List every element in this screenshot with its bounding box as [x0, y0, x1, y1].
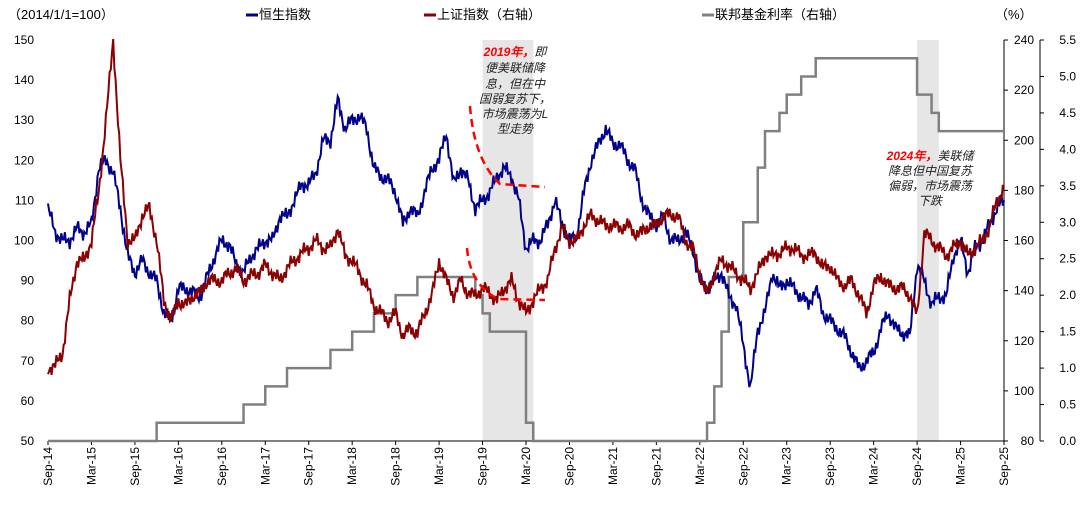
- right2-tick-label: 4.5: [1059, 106, 1076, 120]
- svg-text:降息但中国复苏: 降息但中国复苏: [888, 164, 974, 178]
- right2-tick-label: 3.5: [1059, 179, 1076, 193]
- series-hang-seng: [47, 92, 1005, 388]
- right1-tick-label: 160: [1014, 234, 1034, 248]
- svg-text:偏弱，市场震荡: 偏弱，市场震荡: [888, 179, 974, 193]
- right1-tick-label: 80: [1021, 434, 1035, 448]
- svg-text:息，但在中: 息，但在中: [485, 77, 546, 91]
- right2-tick-label: 2.0: [1059, 288, 1076, 302]
- svg-text:下跌: 下跌: [918, 194, 944, 208]
- x-tick-label: Mar-25: [954, 447, 968, 485]
- right2-tick-label: 1.5: [1059, 325, 1076, 339]
- left-tick-label: 130: [14, 113, 34, 127]
- axis-labels: 150 140 130 120 110 100 90 80 70 60 50 240 220 200 180…: [14, 33, 1076, 486]
- annotation-2019: 2019年，即 便美联储降 息，但在中 国弱复苏下， 市场震荡为L 型走势: [479, 45, 551, 136]
- x-tick-label: Sep-25: [997, 447, 1011, 486]
- x-tick-label: Sep-17: [302, 447, 316, 486]
- right2-tick-label: 1.0: [1059, 361, 1076, 375]
- left-tick-label: 70: [21, 354, 35, 368]
- right2-tick-label: 3.0: [1059, 215, 1076, 229]
- x-tick-label: Sep-15: [128, 447, 142, 486]
- legend-fed: 联邦基金利率（右轴）: [715, 7, 845, 22]
- right2-tick-label: 4.0: [1059, 142, 1076, 156]
- svg-text:市场震荡为L: 市场震荡为L: [482, 107, 549, 121]
- series-lines: [47, 39, 1005, 443]
- right1-tick-label: 200: [1014, 133, 1034, 147]
- annotation-2024: 2024年，美联储 降息但中国复苏 偏弱，市场震荡 下跌: [886, 149, 976, 208]
- left-axis-label: （2014/1/1=100）: [8, 7, 114, 22]
- shaded-period: [917, 40, 939, 441]
- x-tick-label: Mar-18: [345, 447, 359, 485]
- right2-tick-label: 5.5: [1059, 33, 1076, 47]
- svg-text:国弱复苏下，: 国弱复苏下，: [479, 92, 551, 106]
- left-tick-label: 110: [15, 193, 34, 207]
- x-tick-label: Mar-20: [519, 447, 533, 485]
- x-tick-label: Sep-14: [41, 447, 55, 486]
- right1-tick-label: 120: [1014, 334, 1034, 348]
- right-axis-unit: （%）: [995, 7, 1033, 22]
- x-tick-label: Sep-16: [215, 447, 229, 486]
- x-tick-label: Mar-19: [432, 447, 446, 485]
- x-tick-label: Mar-17: [258, 447, 272, 485]
- right1-tick-label: 100: [1014, 384, 1034, 398]
- x-tick-label: Mar-15: [84, 447, 98, 485]
- right1-tick-label: 140: [1014, 284, 1034, 298]
- svg-text:2019年，即: 2019年，即: [483, 45, 549, 59]
- left-tick-label: 90: [21, 274, 35, 288]
- right1-tick-label: 180: [1014, 183, 1034, 197]
- axes: [47, 39, 1044, 445]
- right2-tick-label: 5.0: [1059, 69, 1076, 83]
- x-tick-label: Sep-20: [562, 447, 576, 486]
- left-tick-label: 100: [14, 234, 34, 248]
- x-tick-label: Mar-16: [171, 447, 185, 485]
- x-tick-label: Sep-22: [736, 447, 750, 486]
- left-tick-label: 60: [21, 394, 35, 408]
- lower-l-shape-dash: [465, 247, 546, 302]
- right1-tick-label: 220: [1014, 83, 1034, 97]
- right2-tick-label: 0.5: [1059, 398, 1076, 412]
- x-tick-label: Sep-23: [823, 447, 837, 486]
- legend: （2014/1/1=100） 恒生指数 上证指数（右轴） 联邦基金利率（右轴） …: [8, 7, 1033, 22]
- svg-text:便美联储降: 便美联储降: [485, 61, 546, 75]
- series-shanghai: [47, 39, 1005, 376]
- x-tick-label: Sep-19: [476, 447, 490, 486]
- svg-text:型走势: 型走势: [497, 122, 534, 136]
- left-tick-label: 120: [14, 153, 34, 167]
- left-tick-label: 140: [14, 73, 34, 87]
- series-fed-funds-rate: [48, 56, 1004, 443]
- legend-sse: 上证指数（右轴）: [437, 7, 541, 22]
- left-tick-label: 80: [21, 314, 35, 328]
- right1-tick-label: 240: [1014, 33, 1034, 47]
- x-tick-label: Mar-24: [867, 447, 881, 485]
- trend-dashes: [465, 105, 546, 302]
- left-tick-label: 50: [21, 434, 35, 448]
- right2-tick-label: 0.0: [1059, 434, 1076, 448]
- x-tick-label: Sep-21: [649, 447, 663, 486]
- svg-text:2024年，美联储: 2024年，美联储: [886, 149, 976, 163]
- left-tick-label: 150: [14, 33, 34, 47]
- x-tick-label: Mar-21: [606, 447, 620, 485]
- x-tick-label: Mar-23: [780, 447, 794, 485]
- right2-tick-label: 2.5: [1059, 252, 1076, 266]
- x-tick-label: Sep-18: [389, 447, 403, 486]
- legend-hsi: 恒生指数: [259, 7, 311, 22]
- upper-l-shape-dash: [468, 105, 546, 189]
- x-tick-label: Sep-24: [910, 447, 924, 486]
- x-tick-label: Mar-22: [693, 447, 707, 485]
